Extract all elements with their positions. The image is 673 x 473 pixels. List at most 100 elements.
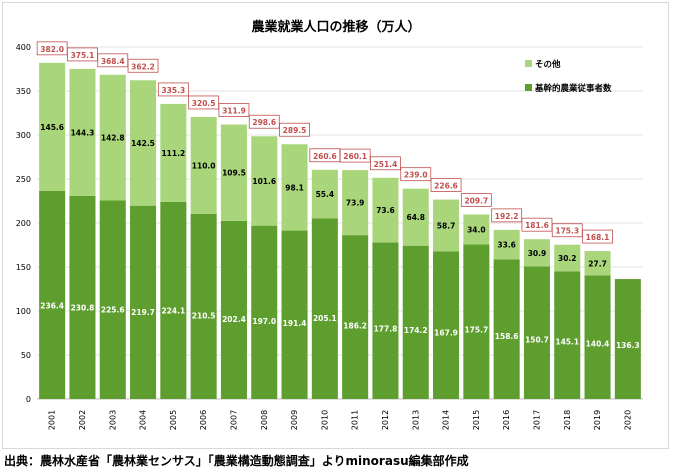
data-labels: 236.4 145.6 382.0 230.8 144.3 375.1 225.6 142.8… bbox=[36, 41, 640, 350]
y-tick-label: 100 bbox=[16, 307, 31, 316]
x-tick-label: 2003 bbox=[108, 410, 117, 430]
total-label: 175.3 bbox=[555, 227, 579, 236]
total-callout-box bbox=[370, 156, 401, 171]
data-label-core-farmers: 136.3 bbox=[616, 341, 640, 350]
chart-title: 農業就業人口の推移（万人） bbox=[251, 19, 420, 35]
data-label-other: 101.6 bbox=[252, 177, 276, 186]
bar-segment-other bbox=[251, 136, 278, 226]
data-label-core-farmers: 197.0 bbox=[252, 317, 276, 326]
chart-frame: 農業就業人口の推移（万人） 0 50 100 150 200 250 300 350 400 2… bbox=[2, 2, 669, 449]
legend-label: 基幹的農業従事者数 bbox=[534, 83, 612, 94]
bar-segment-core-farmers bbox=[190, 213, 217, 399]
y-tick-label: 300 bbox=[16, 131, 31, 140]
x-tick-label: 2012 bbox=[381, 410, 390, 430]
total-callout-box bbox=[157, 82, 189, 97]
data-label-core-farmers: 174.2 bbox=[404, 326, 428, 335]
y-tick-label: 350 bbox=[16, 87, 31, 96]
bars bbox=[39, 62, 641, 399]
data-label-core-farmers: 150.7 bbox=[525, 335, 549, 344]
y-tick-label: 200 bbox=[16, 219, 31, 228]
total-callout-box bbox=[127, 58, 159, 73]
total-label: 226.6 bbox=[434, 182, 458, 191]
bar-segment-core-farmers bbox=[342, 235, 369, 399]
data-label-other: 142.5 bbox=[131, 139, 155, 148]
total-label: 320.5 bbox=[192, 99, 216, 108]
total-label: 251.4 bbox=[374, 160, 398, 169]
bar-segment-other bbox=[311, 169, 338, 219]
data-label-other: 58.7 bbox=[437, 221, 456, 230]
x-tick-label: 2020 bbox=[623, 410, 632, 430]
data-label-core-farmers: 224.1 bbox=[161, 306, 185, 315]
data-label-other: 27.7 bbox=[588, 259, 607, 268]
y-axis-ticks: 0 50 100 150 200 250 300 350 400 bbox=[16, 43, 31, 404]
data-label-other: 110.0 bbox=[192, 161, 216, 170]
legend-swatch bbox=[525, 84, 532, 91]
data-label-other: 109.5 bbox=[222, 169, 246, 178]
total-label: 260.6 bbox=[313, 152, 337, 161]
bar-segment-other bbox=[493, 229, 520, 260]
bar-segment-core-farmers bbox=[311, 218, 338, 399]
y-tick-label: 0 bbox=[26, 395, 31, 404]
x-tick-label: 2002 bbox=[78, 410, 87, 430]
data-label-other: 73.6 bbox=[376, 206, 395, 215]
total-label: 298.6 bbox=[252, 118, 276, 127]
data-label-core-farmers: 210.5 bbox=[192, 312, 216, 321]
bar-segment-other bbox=[220, 124, 247, 221]
total-label: 192.2 bbox=[495, 212, 519, 221]
total-callout-box bbox=[188, 95, 220, 110]
total-label: 239.0 bbox=[404, 171, 428, 180]
bar-segment-core-farmers bbox=[493, 259, 520, 399]
total-callout-box bbox=[248, 114, 280, 129]
bar-segment-core-farmers bbox=[402, 245, 429, 399]
bar-segment-core-farmers bbox=[433, 251, 460, 399]
total-label: 260.1 bbox=[343, 152, 367, 161]
total-callout-box bbox=[430, 178, 462, 192]
data-label-core-farmers: 140.4 bbox=[586, 339, 610, 348]
data-label-other: 33.6 bbox=[497, 241, 516, 250]
bar-segment-core-farmers bbox=[69, 195, 96, 399]
data-label-core-farmers: 158.6 bbox=[495, 332, 519, 341]
data-label-core-farmers: 236.4 bbox=[40, 301, 64, 310]
x-tick-label: 2016 bbox=[502, 410, 511, 430]
data-label-other: 111.2 bbox=[161, 149, 185, 158]
data-label-core-farmers: 205.1 bbox=[313, 314, 337, 323]
total-label: 368.4 bbox=[101, 57, 125, 66]
x-tick-label: 2006 bbox=[199, 410, 208, 430]
data-label-other: 34.0 bbox=[467, 225, 486, 234]
bar-segment-other bbox=[554, 244, 581, 272]
total-label: 362.2 bbox=[131, 62, 155, 71]
bar-segment-other bbox=[69, 68, 96, 196]
x-tick-label: 2018 bbox=[563, 410, 572, 430]
data-label-other: 55.4 bbox=[316, 190, 335, 199]
x-tick-label: 2017 bbox=[532, 410, 541, 430]
bar-segment-other bbox=[523, 239, 550, 267]
x-tick-label: 2008 bbox=[260, 410, 269, 430]
bar-segment-core-farmers bbox=[523, 266, 550, 399]
x-tick-label: 2015 bbox=[472, 410, 481, 430]
total-label: 168.1 bbox=[586, 233, 610, 242]
y-tick-label: 150 bbox=[16, 263, 31, 272]
bar-segment-core-farmers bbox=[614, 279, 641, 399]
bar-segment-other bbox=[433, 199, 460, 252]
data-label-other: 30.9 bbox=[528, 249, 547, 258]
total-callout-box bbox=[491, 208, 523, 223]
bar-segment-core-farmers bbox=[251, 225, 278, 399]
data-label-core-farmers: 186.2 bbox=[343, 321, 367, 330]
bar-segment-core-farmers bbox=[584, 275, 611, 399]
total-label: 375.1 bbox=[71, 51, 95, 60]
bar-segment-core-farmers bbox=[554, 271, 581, 399]
total-callout-box bbox=[460, 193, 492, 207]
x-tick-label: 2010 bbox=[320, 410, 329, 430]
x-tick-label: 2009 bbox=[290, 410, 299, 430]
y-tick-label: 250 bbox=[16, 175, 31, 184]
data-label-core-farmers: 219.7 bbox=[131, 308, 155, 317]
x-tick-label: 2013 bbox=[411, 410, 420, 430]
data-label-core-farmers: 177.8 bbox=[374, 325, 398, 334]
x-tick-label: 2014 bbox=[442, 410, 451, 430]
total-label: 289.5 bbox=[283, 126, 307, 135]
data-label-other: 142.8 bbox=[101, 134, 125, 143]
total-label: 311.9 bbox=[222, 107, 246, 116]
x-tick-label: 2001 bbox=[48, 410, 57, 430]
total-callout-box bbox=[339, 148, 371, 163]
x-tick-label: 2004 bbox=[139, 410, 148, 430]
